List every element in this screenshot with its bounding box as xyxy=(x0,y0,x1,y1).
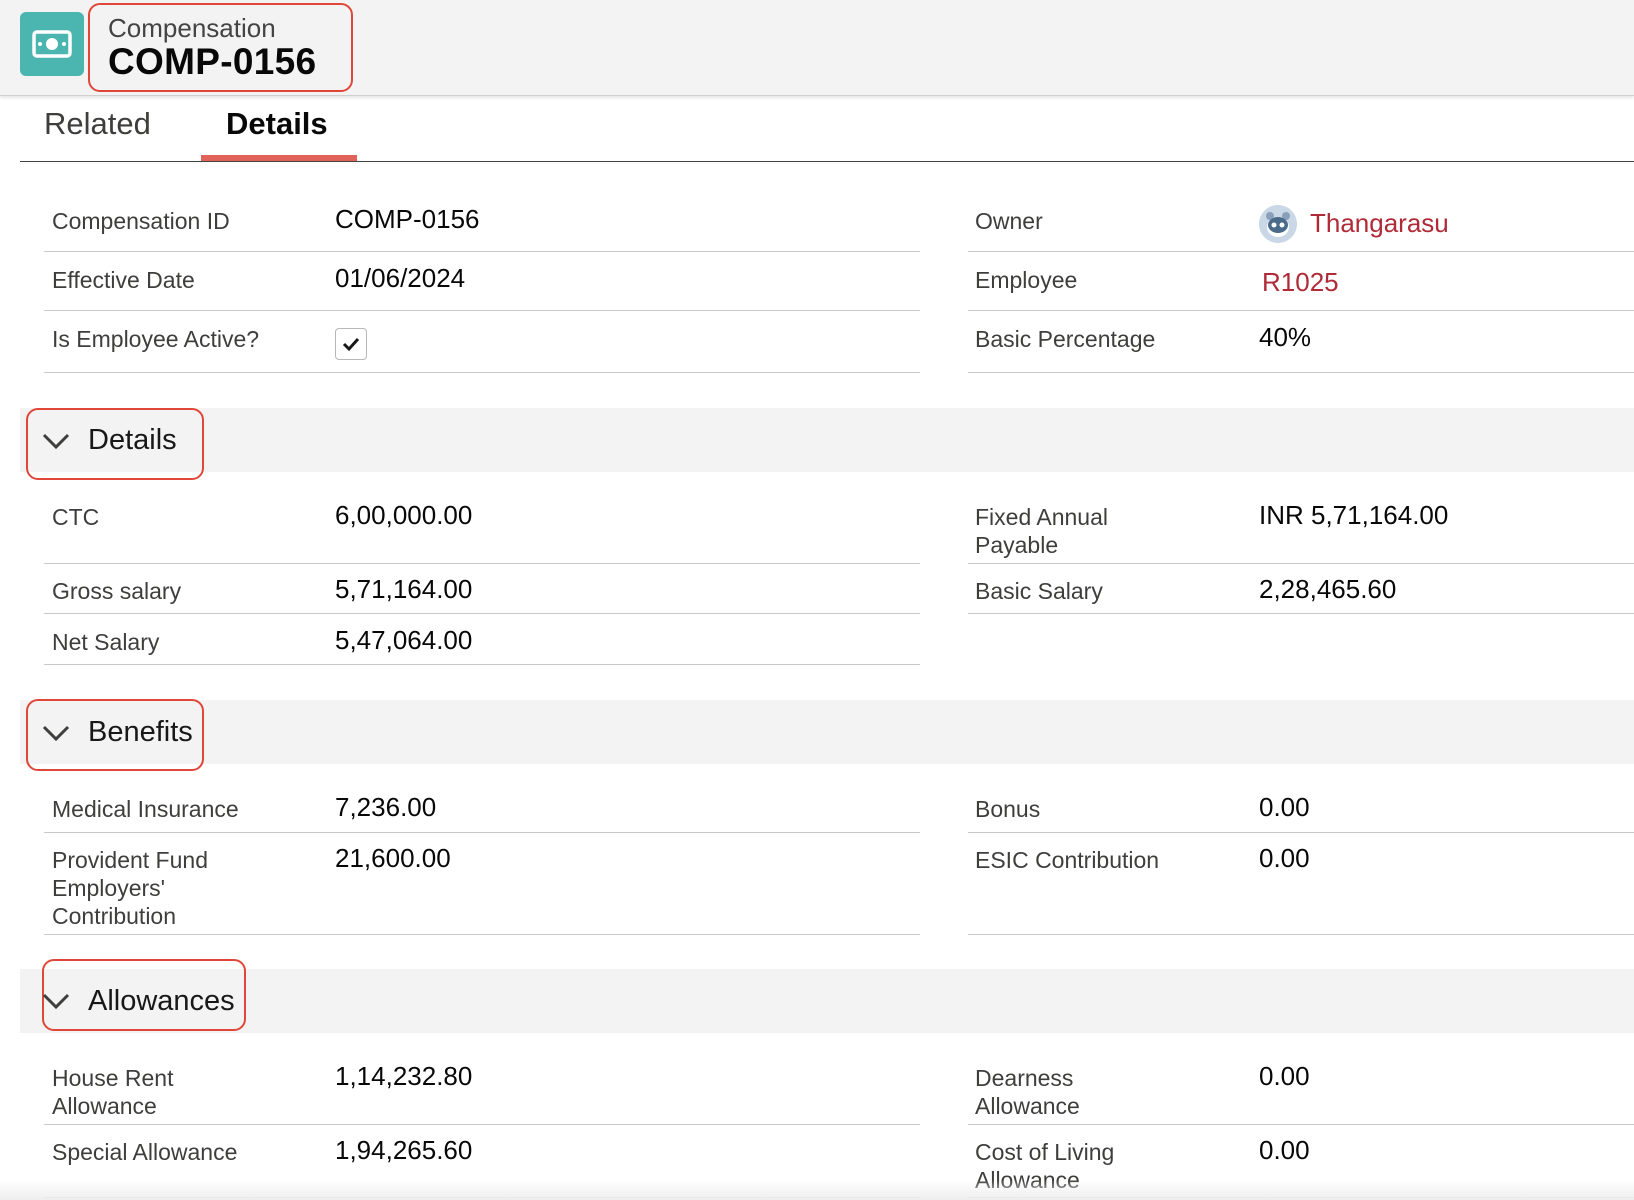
object-label: Compensation xyxy=(108,13,276,43)
owner-label: Owner xyxy=(975,208,1043,234)
medical-insurance-label: Medical Insurance xyxy=(52,796,239,822)
basic-percentage-label: Basic Percentage xyxy=(975,326,1156,352)
special-allowance-label: Special Allowance xyxy=(52,1139,238,1165)
special-allowance-value: 1,94,265.60 xyxy=(335,1135,473,1165)
divider xyxy=(968,613,1634,614)
esic-contribution-value: 0.00 xyxy=(1259,843,1310,873)
ctc-label: CTC xyxy=(52,504,100,530)
effective-date-label: Effective Date xyxy=(52,267,195,293)
medical-insurance-value: 7,236.00 xyxy=(335,792,437,822)
divider xyxy=(968,563,1634,564)
owner-link[interactable]: Thangarasu xyxy=(1310,208,1449,238)
divider xyxy=(968,251,1634,252)
tab-bar: Related Details xyxy=(20,96,1634,162)
employee-label: Employee xyxy=(975,267,1078,293)
chevron-down-icon[interactable] xyxy=(42,725,70,743)
divider xyxy=(968,372,1634,373)
net-salary-value: 5,47,064.00 xyxy=(335,625,473,655)
basic-salary-label: Basic Salary xyxy=(975,578,1103,604)
net-salary-label: Net Salary xyxy=(52,629,160,655)
divider xyxy=(968,934,1634,935)
dearness-allowance-value: 0.00 xyxy=(1259,1061,1310,1091)
divider xyxy=(44,613,920,614)
house-rent-allowance-value: 1,14,232.80 xyxy=(335,1061,473,1091)
section-allowances-title: Allowances xyxy=(88,985,235,1017)
divider xyxy=(44,934,920,935)
bonus-value: 0.00 xyxy=(1259,792,1310,822)
basic-salary-value: 2,28,465.60 xyxy=(1259,574,1397,604)
chevron-down-icon[interactable] xyxy=(42,993,70,1011)
tab-related[interactable]: Related xyxy=(44,106,151,141)
divider xyxy=(968,1124,1634,1125)
section-details-title: Details xyxy=(88,424,177,456)
divider xyxy=(44,310,920,311)
section-benefits-title: Benefits xyxy=(88,716,193,748)
section-benefits-highlight xyxy=(26,699,204,771)
section-details-highlight xyxy=(26,408,204,480)
owner-avatar-icon xyxy=(1259,205,1297,243)
cost-of-living-allowance-value: 0.00 xyxy=(1259,1135,1310,1165)
chevron-down-icon[interactable] xyxy=(42,433,70,451)
basic-percentage-value: 40% xyxy=(1259,322,1312,352)
divider xyxy=(44,664,920,665)
dearness-allowance-label: Dearness Allowance xyxy=(975,1065,1080,1119)
provident-fund-value: 21,600.00 xyxy=(335,843,451,873)
scroll-fade xyxy=(0,1180,1634,1200)
fixed-annual-payable-label: Fixed Annual Payable xyxy=(975,504,1108,558)
record-name: COMP-0156 xyxy=(108,41,317,82)
checkmark-icon xyxy=(342,337,360,352)
divider xyxy=(44,832,920,833)
divider xyxy=(968,832,1634,833)
is-employee-active-label: Is Employee Active? xyxy=(52,326,260,352)
divider xyxy=(44,563,920,564)
gross-salary-value: 5,71,164.00 xyxy=(335,574,473,604)
esic-contribution-label: ESIC Contribution xyxy=(975,847,1160,873)
gross-salary-label: Gross salary xyxy=(52,578,182,604)
active-tab-indicator xyxy=(201,155,357,161)
ctc-value: 6,00,000.00 xyxy=(335,500,473,530)
bonus-label: Bonus xyxy=(975,796,1041,822)
fixed-annual-payable-value: INR 5,71,164.00 xyxy=(1259,500,1449,530)
compensation-id-label: Compensation ID xyxy=(52,208,230,234)
record-title-highlight: Compensation COMP-0156 xyxy=(88,3,353,92)
effective-date-value: 01/06/2024 xyxy=(335,263,466,293)
section-allowances-header[interactable] xyxy=(20,969,1634,1033)
divider xyxy=(968,310,1634,311)
money-icon xyxy=(20,12,84,76)
divider xyxy=(44,372,920,373)
section-benefits-header[interactable] xyxy=(20,700,1634,764)
house-rent-allowance-label: House Rent Allowance xyxy=(52,1065,174,1119)
record-header: Compensation COMP-0156 xyxy=(0,0,1634,96)
section-details-header[interactable] xyxy=(20,408,1634,472)
is-employee-active-checkbox xyxy=(335,328,367,360)
divider xyxy=(44,1124,920,1125)
tab-details[interactable]: Details xyxy=(226,106,328,141)
compensation-id-value: COMP-0156 xyxy=(335,204,480,234)
section-allowances-highlight xyxy=(42,959,246,1031)
employee-link[interactable]: R1025 xyxy=(1262,267,1339,297)
divider xyxy=(44,251,920,252)
provident-fund-label: Provident Fund Employers' Contribution xyxy=(52,847,208,929)
